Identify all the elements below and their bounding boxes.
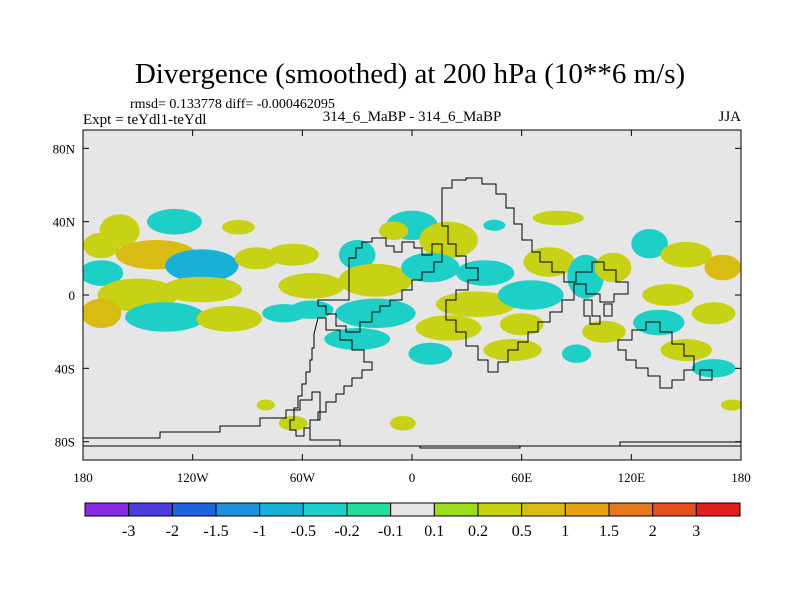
x-tick-label: 60W <box>290 470 316 485</box>
contour-region-12 <box>125 302 206 332</box>
contour-region-17 <box>278 273 345 299</box>
contour-region-49 <box>278 416 308 431</box>
coastline-islands <box>583 299 713 381</box>
contour-region-32 <box>499 313 544 336</box>
contour-region-30 <box>497 280 564 310</box>
chart-title: Divergence (smoothed) at 200 hPa (10**6 … <box>135 58 685 90</box>
colorbar-swatch <box>608 502 654 517</box>
contour-region-2 <box>147 208 202 235</box>
colorbar-label: 0.2 <box>468 523 488 540</box>
contour-region-16 <box>338 240 376 270</box>
colorbar-label: -2 <box>166 523 179 540</box>
contour-region-33 <box>408 342 453 365</box>
colorbar-swatch <box>171 502 217 517</box>
coastline-eurasia-africa <box>441 177 629 373</box>
colorbar-label: -1.5 <box>203 523 228 540</box>
contour-region-13 <box>196 306 263 332</box>
colorbar-label: -0.5 <box>291 523 316 540</box>
contour-region-20 <box>335 298 416 328</box>
coastline-americas <box>317 237 443 333</box>
contour-region-44 <box>691 359 736 378</box>
colorbar-label: -1 <box>253 523 266 540</box>
contour-region-40 <box>642 284 694 306</box>
y-tick-label: 0 <box>69 288 76 303</box>
contour-region-48 <box>256 399 275 411</box>
colorbar-swatch <box>346 502 392 517</box>
contour-region-46 <box>660 241 712 268</box>
x-tick-label: 180 <box>731 470 751 485</box>
colorbar-swatch <box>695 502 741 517</box>
contour-region-7 <box>234 247 279 270</box>
colorbar-label: 0.5 <box>512 523 532 540</box>
colorbar-label: -0.2 <box>334 523 359 540</box>
contour-region-24 <box>419 221 478 259</box>
x-tick-label: 0 <box>409 470 416 485</box>
colorbar-swatch <box>564 502 610 517</box>
contour-region-47 <box>704 254 741 281</box>
x-tick-label: 120E <box>618 470 646 485</box>
contour-region-19 <box>289 300 334 319</box>
colorbar-swatch <box>477 502 523 517</box>
contour-region-3 <box>222 219 255 235</box>
contour-region-39 <box>594 252 632 283</box>
colorbar-label: 0.1 <box>424 523 444 540</box>
contour-region-11 <box>83 298 122 328</box>
colorbar-swatch <box>521 502 566 517</box>
colorbar-swatch <box>390 502 435 517</box>
colorbar-label: 2 <box>649 523 657 540</box>
contour-region-23 <box>379 221 409 240</box>
contour-region-18 <box>338 263 412 297</box>
contour-region-15 <box>267 243 319 266</box>
colorbar-label: -0.1 <box>378 523 403 540</box>
contour-region-21 <box>324 328 391 350</box>
contour-region-31 <box>415 315 482 341</box>
contour-region-27 <box>455 260 515 286</box>
contour-region-10 <box>161 276 242 303</box>
y-tick-label: 40N <box>53 215 76 230</box>
contour-region-37 <box>532 210 584 226</box>
y-axis: 80N 40N 0 40S 80S <box>53 141 741 450</box>
x-tick-label: 120W <box>177 470 210 485</box>
stats-label: rmsd= 0.133778 diff= -0.000462095 <box>130 97 335 112</box>
colorbar-swatch <box>259 502 304 517</box>
experiment-label: Expt = teYdl1-teYdl <box>83 112 206 128</box>
coastlines <box>83 177 741 449</box>
colorbar-label: -3 <box>122 523 135 540</box>
colorbar-swatch <box>302 502 348 517</box>
contour-region-26 <box>401 252 460 283</box>
x-axis: 180 120W 60W 0 60E 120E 180 <box>73 130 751 485</box>
contour-region-6 <box>165 249 239 283</box>
coastline-antarctica <box>83 391 741 449</box>
contour-region-43 <box>660 339 712 361</box>
season-label: JJA <box>718 109 741 125</box>
coastline-australia <box>617 321 695 389</box>
colorbar-label: 3 <box>692 523 700 540</box>
contour-region-38 <box>567 254 604 299</box>
colorbar-swatch <box>128 502 173 517</box>
contour-region-4 <box>83 232 120 259</box>
colorbar-label: 1.5 <box>599 523 619 540</box>
contour-region-8 <box>83 260 124 286</box>
contour-region-51 <box>720 399 741 411</box>
colorbar-swatch <box>652 502 697 517</box>
contour-region-45 <box>631 229 668 259</box>
contour-region-25 <box>483 219 506 231</box>
comparison-label: 314_6_MaBP - 314_6_MaBP <box>323 109 502 125</box>
contour-fills <box>83 208 741 431</box>
colorbar-label: 1 <box>561 523 569 540</box>
contour-region-35 <box>561 344 592 363</box>
colorbar: -3 -2 -1.5 -1 -0.5 -0.2 -0.1 0.1 0.2 0.5 1 1.5 2 3 <box>84 502 741 540</box>
y-tick-label: 80S <box>55 435 75 450</box>
x-tick-label: 180 <box>73 470 93 485</box>
y-tick-label: 80N <box>53 141 76 156</box>
colorbar-swatch <box>433 502 479 517</box>
contour-region-36 <box>582 320 626 343</box>
contour-region-42 <box>691 302 736 325</box>
y-tick-label: 40S <box>55 361 75 376</box>
contour-region-50 <box>390 416 416 431</box>
x-tick-label: 60E <box>511 470 532 485</box>
colorbar-swatch <box>84 502 130 517</box>
colorbar-swatch <box>215 502 261 517</box>
